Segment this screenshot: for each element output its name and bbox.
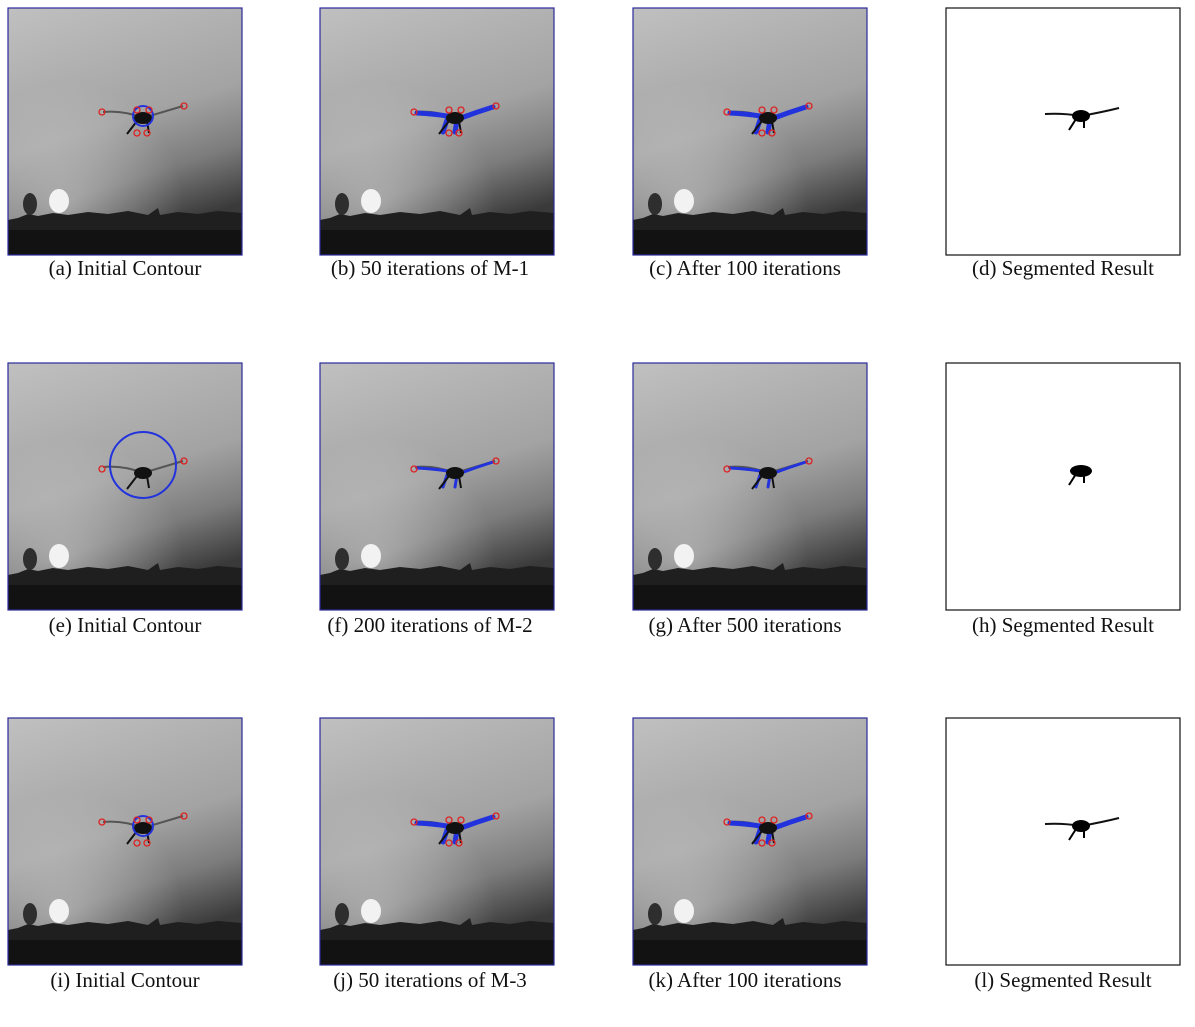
panel [633, 363, 867, 610]
sun [361, 899, 381, 923]
ground-band [8, 585, 242, 610]
panel [8, 363, 242, 610]
ground-band [633, 940, 867, 965]
dish [23, 903, 37, 925]
panel-caption: (c) After 100 iterations [649, 256, 841, 280]
dish [335, 548, 349, 570]
panel-caption: (a) Initial Contour [49, 256, 202, 280]
panel-caption: (k) After 100 iterations [648, 968, 841, 992]
panel [8, 8, 242, 255]
ground-band [320, 585, 554, 610]
sun [674, 899, 694, 923]
dish [648, 193, 662, 215]
panel-caption: (g) After 500 iterations [648, 613, 841, 637]
result-bg [946, 718, 1180, 965]
sun [49, 189, 69, 213]
result-bg [946, 8, 1180, 255]
panel-caption: (d) Segmented Result [972, 256, 1154, 280]
panel-caption: (b) 50 iterations of M-1 [331, 256, 529, 280]
panel-caption: (f) 200 iterations of M-2 [327, 613, 532, 637]
dish [335, 193, 349, 215]
dish [335, 903, 349, 925]
dish [23, 193, 37, 215]
ground-band [633, 585, 867, 610]
dish [648, 903, 662, 925]
sun [361, 544, 381, 568]
panel-caption: (e) Initial Contour [49, 613, 202, 637]
ground-band [320, 940, 554, 965]
dish [23, 548, 37, 570]
result-bg [946, 363, 1180, 610]
ground-band [633, 230, 867, 255]
panel [633, 718, 867, 965]
panel [946, 8, 1180, 255]
panel-caption: (j) 50 iterations of M-3 [333, 968, 527, 992]
panel-caption: (l) Segmented Result [974, 968, 1151, 992]
panel [320, 8, 554, 255]
ground-band [8, 940, 242, 965]
panel [320, 718, 554, 965]
ground-band [320, 230, 554, 255]
ground-band [8, 230, 242, 255]
sun [49, 899, 69, 923]
panel-caption: (h) Segmented Result [972, 613, 1154, 637]
sun [674, 544, 694, 568]
panel [8, 718, 242, 965]
panel-caption: (i) Initial Contour [50, 968, 199, 992]
dish [648, 548, 662, 570]
panel [946, 363, 1180, 610]
panel [946, 718, 1180, 965]
panel [320, 363, 554, 610]
figure: (a) Initial Contour (b) 50 iterations of … [0, 0, 1195, 1027]
panel [633, 8, 867, 255]
sun [361, 189, 381, 213]
sun [674, 189, 694, 213]
result-body [1070, 465, 1092, 477]
sun [49, 544, 69, 568]
